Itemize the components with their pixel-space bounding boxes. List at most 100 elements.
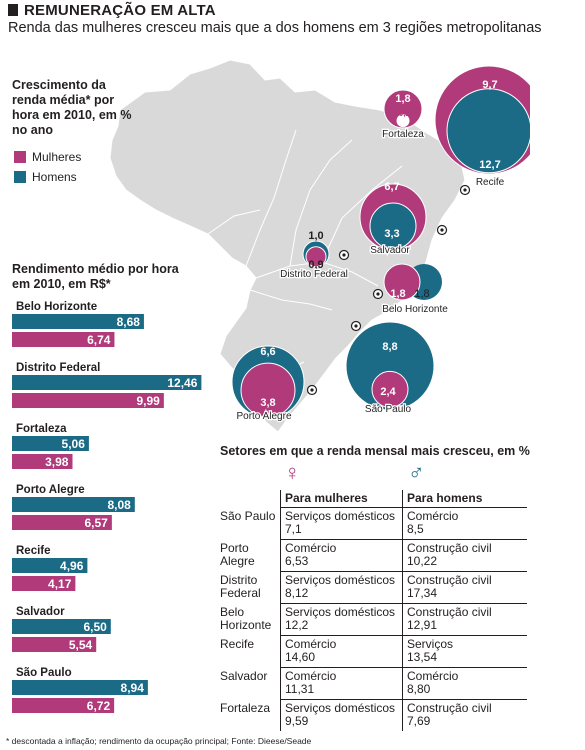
value-label-women: 9,99 [136, 394, 160, 408]
bubble-men [345, 321, 435, 411]
women-value: 6,53 [285, 554, 309, 568]
label-men: 6,6 [260, 346, 275, 358]
men-value: 8,5 [407, 522, 424, 536]
men-cell: Construção civil 10,22 [402, 539, 527, 572]
category-label: Belo Horizonte [16, 301, 97, 313]
women-value: 11,31 [285, 682, 315, 696]
bar-group: Fortaleza 5,06 3,98 [12, 423, 89, 469]
brazil-map: 1,8 -0,2 Fortaleza 9,7 12,7 Recife 6,7 3,3 Salva… [109, 59, 530, 433]
bar-men [12, 619, 111, 634]
page-subtitle: Renda das mulheres cresceu mais que a do… [8, 20, 542, 36]
city-name: Belo Horizonte [382, 304, 448, 315]
city-name: Salvador [220, 668, 268, 683]
women-sector: Serviços domésticos [285, 605, 396, 619]
bar-men [12, 497, 135, 512]
city-name: Fortaleza [382, 129, 424, 140]
bar-men [12, 558, 88, 573]
men-sector: Construção civil [407, 573, 492, 587]
men-cell: Serviços 13,54 [402, 635, 527, 668]
title-marker [8, 4, 18, 16]
brazil-shape [109, 59, 466, 433]
city-cell: Recife [218, 636, 281, 668]
sectors-row: São Paulo Serviços domésticos 7,1 Comércio 8… [218, 507, 527, 540]
women-value: 7,1 [285, 522, 302, 536]
location-dot-center [376, 292, 380, 296]
bar-group: Recife 4,96 4,17 [12, 545, 88, 591]
city-name: São Paulo [220, 508, 276, 523]
bubble-men [396, 114, 410, 128]
women-value: 9,59 [285, 714, 309, 728]
label-women: 6,7 [384, 181, 399, 193]
sectors-row: Salvador Comércio 11,31 Comércio 8,80 [218, 667, 527, 700]
bar-women [12, 576, 76, 591]
men-sector: Comércio [407, 669, 459, 683]
sectors-row: Recife Comércio 14,60 Serviços 13,54 [218, 635, 527, 668]
women-cell: Comércio 14,60 [280, 635, 403, 668]
men-cell: Construção civil 17,34 [402, 571, 527, 604]
avg-income-bar-chart: Belo Horizonte 8,68 6,74 Distrito Federal 12… [12, 301, 202, 713]
bubble-women [371, 370, 409, 408]
value-label-men: 6,50 [83, 620, 107, 634]
men-sector: Construção civil [407, 701, 492, 715]
category-label: Porto Alegre [16, 484, 85, 496]
women-column-header: Para mulheres [280, 490, 403, 508]
label-men: 3,3 [384, 228, 399, 240]
women-sector: Serviços domésticos [285, 509, 396, 523]
city-name: Porto Alegre [220, 540, 255, 568]
bar-women [12, 454, 73, 469]
men-value: 12,91 [407, 618, 438, 632]
sectors-row: Belo Horizonte Serviços domésticos 12,2 Con… [218, 603, 527, 636]
city-cell: Fortaleza [218, 700, 281, 732]
city-bubble [359, 183, 427, 251]
men-sector: Serviços [407, 637, 454, 651]
city-bubble [383, 263, 442, 301]
women-cell: Serviços domésticos 12,2 [280, 603, 403, 636]
bar-group: Porto Alegre 8,08 6,57 [12, 484, 135, 530]
city-name: Porto Alegre [236, 411, 291, 422]
bar-men [12, 314, 144, 329]
bubble-women [240, 362, 296, 418]
footnote: * descontada a inflação; rendimento da o… [6, 736, 312, 746]
legend-men: Homens [14, 170, 77, 184]
city-name: Distrito Federal [280, 269, 348, 280]
value-label-women: 4,17 [48, 577, 72, 591]
women-value: 12,2 [285, 618, 309, 632]
women-sector: Serviços domésticos [285, 701, 396, 715]
women-swatch [14, 151, 26, 163]
category-label: São Paulo [16, 667, 72, 679]
men-value: 13,54 [407, 650, 438, 664]
category-label: Distrito Federal [16, 362, 100, 374]
men-value: 17,34 [407, 586, 438, 600]
women-value: 14,60 [285, 650, 316, 664]
sectors-row: Porto Alegre Comércio 6,53 Construção civil… [218, 539, 527, 572]
city-bubble [434, 65, 530, 175]
men-swatch [14, 171, 26, 183]
value-label-men: 8,68 [117, 315, 141, 329]
women-sector: Serviços domésticos [285, 573, 396, 587]
legend-women-label: Mulheres [32, 150, 82, 164]
men-column-header: Para homens [402, 490, 527, 508]
bar-women [12, 637, 97, 652]
legend-women: Mulheres [14, 150, 81, 164]
value-label-men: 4,96 [60, 559, 84, 573]
men-cell: Comércio 8,5 [402, 507, 527, 540]
category-label: Recife [16, 545, 51, 557]
sectors-title: Setores em que a renda mensal mais cresc… [220, 444, 530, 458]
city-cell: Distrito Federal [218, 572, 281, 604]
label-women: 9,7 [482, 79, 497, 91]
value-label-women: 6,74 [87, 333, 111, 347]
bar-group: Distrito Federal 12,46 9,99 [12, 362, 202, 408]
label-women: 2,4 [380, 386, 396, 398]
men-value: 7,69 [407, 714, 431, 728]
men-cell: Construção civil 7,69 [402, 699, 527, 731]
city-name: Recife [220, 636, 255, 651]
female-symbol-icon: ♀ [284, 460, 301, 485]
value-label-men: 8,08 [107, 498, 131, 512]
men-cell: Construção civil 12,91 [402, 603, 527, 636]
women-cell: Comércio 11,31 [280, 667, 403, 700]
bar-men [12, 680, 148, 695]
city-name: Belo Horizonte [220, 604, 272, 632]
bar-women [12, 332, 115, 347]
bar-group: Belo Horizonte 8,68 6,74 [12, 301, 144, 347]
women-cell: Serviços domésticos 8,12 [280, 571, 403, 604]
